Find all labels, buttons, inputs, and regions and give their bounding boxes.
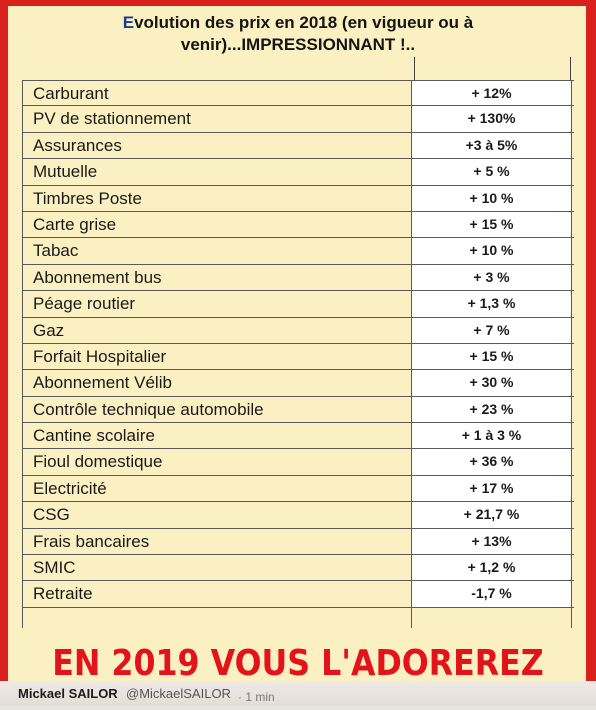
row-label: Forfait Hospitalier: [22, 343, 412, 370]
table-header-lines: [20, 57, 572, 82]
table-row: Tabac + 10 %: [22, 238, 574, 265]
row-label: PV de stationnement: [22, 106, 412, 132]
table-row: Fioul domestique + 36 %: [22, 449, 574, 476]
banner-text: EN 2019 VOUS L'ADOREREZ: [52, 643, 544, 684]
table-row: Mutuelle + 5 %: [22, 159, 574, 186]
row-label: Gaz: [22, 317, 412, 343]
row-label: Abonnement bus: [22, 264, 412, 291]
row-label: Assurances: [22, 132, 412, 159]
row-value: + 30 %: [412, 370, 572, 396]
table-row: Carte grise + 15 %: [22, 211, 574, 239]
row-value: + 15 %: [412, 343, 572, 370]
row-label: Electricité: [22, 475, 412, 502]
table-row: Abonnement bus + 3 %: [22, 264, 574, 292]
row-label: Carte grise: [22, 211, 412, 238]
table-row: Frais bancaires + 13%: [22, 528, 574, 556]
row-label: Mutuelle: [22, 159, 412, 185]
row-value: + 1 à 3 %: [412, 423, 572, 449]
row-value: + 17 %: [412, 475, 572, 502]
row-value: + 3 %: [412, 264, 572, 291]
row-label: Tabac: [22, 238, 412, 264]
table-blank-row: [22, 607, 574, 628]
table-row: Abonnement Vélib + 30 %: [22, 370, 574, 397]
row-value: + 36 %: [412, 449, 572, 475]
table-row: SMIC + 1,2 %: [22, 555, 574, 582]
table-row: Retraite -1,7 %: [22, 581, 574, 608]
table-row: Cantine scolaire + 1 à 3 %: [22, 423, 574, 450]
row-value: + 10 %: [412, 185, 572, 211]
table-row: CSG + 21,7 %: [22, 502, 574, 529]
table-row: Assurances +3 à 5%: [22, 132, 574, 160]
row-value: + 1,3 %: [412, 291, 572, 317]
row-value: + 5 %: [412, 159, 572, 185]
title-line2: venir)...IMPRESSIONNANT !..: [180, 35, 416, 54]
row-label: Abonnement Vélib: [22, 370, 412, 396]
row-label: Retraite: [22, 581, 412, 607]
row-value: + 12%: [412, 81, 572, 106]
poster-title: Evolution des prix en 2018 (en vigueur o…: [78, 12, 518, 56]
title-line1: volution des prix en 2018 (en vigueur ou…: [134, 13, 474, 32]
row-value: +3 à 5%: [412, 132, 572, 159]
author-name[interactable]: Mickael SAILOR: [18, 686, 118, 701]
row-label: CSG: [22, 502, 412, 528]
row-value: + 21,7 %: [412, 502, 572, 528]
row-value: -1,7 %: [412, 581, 572, 607]
row-value: + 23 %: [412, 396, 572, 423]
row-label: SMIC: [22, 555, 412, 581]
price-table: Carburant + 12% PV de stationnement + 130% A…: [22, 80, 574, 628]
row-value: + 7 %: [412, 317, 572, 343]
table-row: PV de stationnement + 130%: [22, 106, 574, 133]
row-label: Cantine scolaire: [22, 423, 412, 449]
row-label: Carburant: [22, 81, 412, 106]
table-row: Carburant + 12%: [22, 80, 574, 107]
row-label: Contrôle technique automobile: [22, 396, 412, 423]
row-value: + 1,2 %: [412, 555, 572, 581]
row-value: + 10 %: [412, 238, 572, 264]
row-label: Péage routier: [22, 291, 412, 317]
row-label: Fioul domestique: [22, 449, 412, 475]
author-handle[interactable]: @MickaelSAILOR: [126, 686, 231, 701]
post-time: · 1 min: [238, 690, 275, 704]
table-row: Timbres Poste + 10 %: [22, 185, 574, 212]
row-label: Frais bancaires: [22, 528, 412, 555]
row-value: + 15 %: [412, 211, 572, 238]
row-value: + 13%: [412, 528, 572, 555]
row-value: + 130%: [412, 106, 572, 132]
table-row: Electricité + 17 %: [22, 475, 574, 503]
title-first-letter: E: [122, 13, 135, 32]
table-row: Forfait Hospitalier + 15 %: [22, 343, 574, 371]
table-row: Gaz + 7 %: [22, 317, 574, 344]
table-row: Péage routier + 1,3 %: [22, 291, 574, 318]
tweet-footer: Mickael SAILOR @MickaelSAILOR · 1 min: [0, 681, 596, 706]
row-label: Timbres Poste: [22, 185, 412, 211]
table-row: Contrôle technique automobile + 23 %: [22, 396, 574, 424]
